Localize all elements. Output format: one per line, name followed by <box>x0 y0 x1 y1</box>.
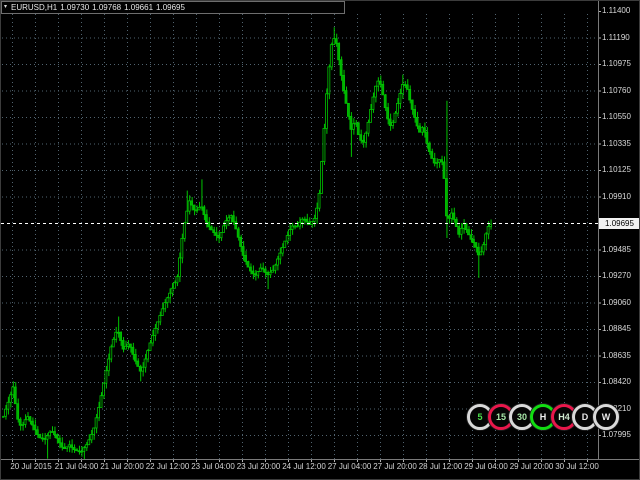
price-axis-label: 1.10550 <box>602 112 631 121</box>
time-axis-label: 29 Jul 04:00 <box>464 462 508 471</box>
time-axis-label: 20 Jul 2015 <box>10 462 52 471</box>
time-axis-label: 21 Jul 04:00 <box>54 462 99 471</box>
price-axis-label: 1.09485 <box>602 244 631 254</box>
time-axis-label: 30 Jul 12:00 <box>555 462 599 471</box>
price-axis-label: 1.10760 <box>602 85 631 95</box>
price-axis-label: 1.08210 <box>602 403 631 413</box>
time-axis-label: 28 Jul 12:00 <box>418 462 463 471</box>
price-axis-label: 1.10125 <box>602 165 631 174</box>
price-axis-label: 1.09910 <box>602 191 631 201</box>
timeframe-button-30[interactable]: 30 <box>509 404 535 430</box>
price-axis-label: 1.09060 <box>602 297 631 307</box>
price-axis-label: 1.08635 <box>602 350 631 360</box>
chart-window-icon: ▾ <box>4 4 8 10</box>
candlesticks <box>2 27 492 459</box>
time-axis-label: 22 Jul 12:00 <box>145 462 190 471</box>
price-axis-label: 1.11400 <box>602 6 631 15</box>
time-axis-separator <box>1 459 639 460</box>
chart-title-bar[interactable]: ▾ EURUSD,H1 1.09730 1.09768 1.09661 1.09… <box>1 1 345 14</box>
time-axis-label: 27 Jul 20:00 <box>373 462 417 471</box>
time-axis-label: 29 Jul 20:00 <box>509 462 554 471</box>
chart-title-open: 1.09730 <box>60 3 90 12</box>
time-axis-label: 27 Jul 04:00 <box>327 462 372 471</box>
price-axis-label: 1.08420 <box>602 377 631 386</box>
axis-ticks <box>12 11 601 462</box>
time-axis-label: 23 Jul 04:00 <box>191 462 235 471</box>
chart-title-close: 1.09695 <box>156 3 185 12</box>
price-axis-label: 1.11190 <box>602 32 630 42</box>
timeframe-button-W[interactable]: W <box>593 404 619 430</box>
price-axis-label: 1.10975 <box>602 59 631 68</box>
price-axis-label: 1.07995 <box>602 430 631 439</box>
price-axis-separator <box>598 1 599 459</box>
chart-title-symbol: EURUSD,H1 <box>11 3 58 12</box>
chart-grid <box>2 14 598 459</box>
time-axis-label: 21 Jul 20:00 <box>100 462 144 471</box>
time-axis-label: 23 Jul 20:00 <box>236 462 281 471</box>
chart-title-high: 1.09768 <box>92 3 122 12</box>
time-axis-label: 24 Jul 12:00 <box>282 462 326 471</box>
chart-title-low: 1.09661 <box>124 3 154 12</box>
price-axis-label: 1.09270 <box>602 271 631 280</box>
price-axis-label: 1.08845 <box>602 324 631 333</box>
price-axis-label: 1.10335 <box>602 138 631 148</box>
current-price-box: 1.09695 <box>599 217 639 229</box>
